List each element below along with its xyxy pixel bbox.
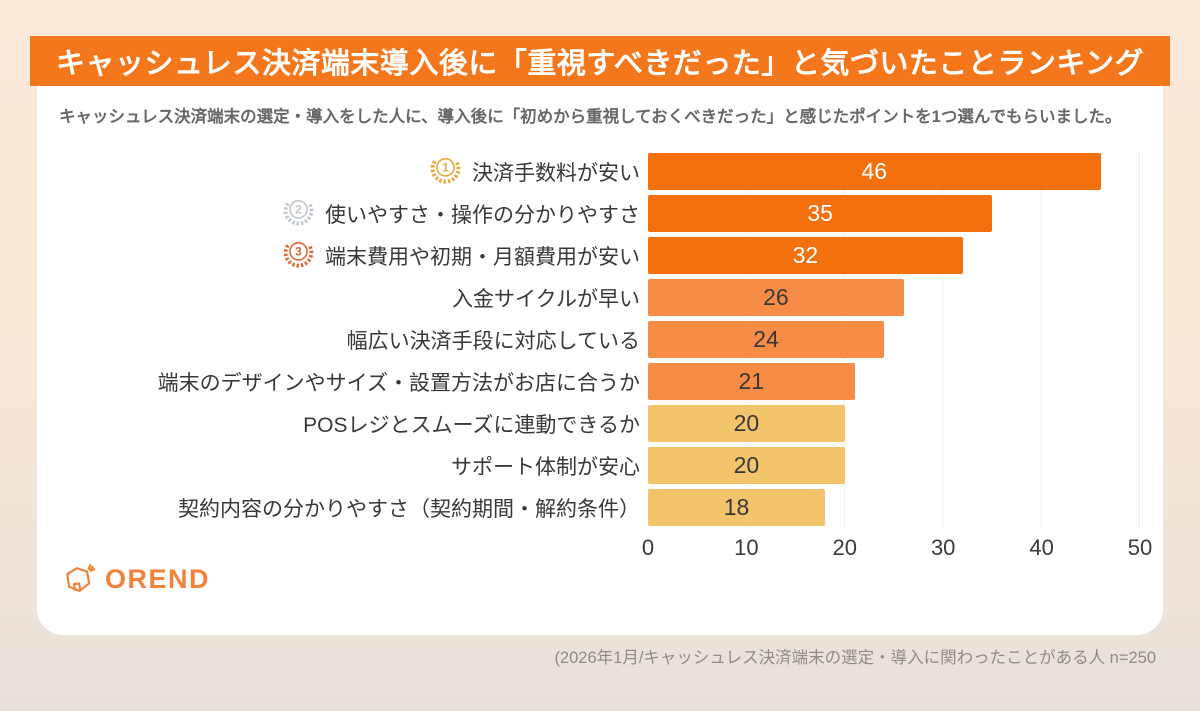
bar: 35 bbox=[648, 195, 993, 233]
value-label: 20 bbox=[733, 452, 760, 479]
category-label: 使いやすさ・操作の分かりやすさ bbox=[325, 203, 640, 227]
bar-row: 端末のデザインやサイズ・設置方法がお店に合うか 21 bbox=[59, 361, 1141, 403]
value-label: 24 bbox=[753, 326, 779, 353]
orend-house-icon bbox=[66, 563, 96, 592]
x-axis: 0 10 20 30 40 50 bbox=[642, 529, 1152, 563]
category-label-cell: 幅広い決済手段に対応している bbox=[59, 325, 640, 355]
chart-card: キャッシュレス決済端末の選定・導入をした人に、導入後に「初めから重視しておくべき… bbox=[37, 86, 1163, 635]
bar-row: 幅広い決済手段に対応している 24 bbox=[59, 319, 1141, 361]
page-title: キャッシュレス決済端末導入後に「重視すべきだった」と気づいたことランキング bbox=[55, 48, 1145, 80]
bar: 24 bbox=[648, 321, 885, 359]
bar-row: サポート体制が安心 20 bbox=[59, 445, 1141, 487]
bar: 20 bbox=[648, 447, 845, 485]
bar-track: 26 bbox=[648, 279, 1140, 317]
rank-2-medal-icon: 2 bbox=[283, 200, 314, 226]
title-banner: キャッシュレス決済端末導入後に「重視すべきだった」と気づいたことランキング bbox=[30, 36, 1170, 86]
x-tick-label: 40 bbox=[1029, 534, 1054, 560]
bar-row: 入金サイクルが早い 26 bbox=[59, 277, 1141, 319]
bar-chart: 1 決済手数料が安い 46 2 使いやすさ・操作の分かりやすさ 35 3 端末費用や初期・月額… bbox=[59, 150, 1152, 563]
bar: 18 bbox=[648, 489, 826, 527]
bar-track: 20 bbox=[648, 447, 1140, 485]
source-note: (2026年1月/キャッシュレス決済端末の選定・導入に関わったことがある人 n=… bbox=[554, 649, 1156, 667]
x-tick-label: 30 bbox=[930, 534, 956, 560]
bar-track: 35 bbox=[648, 195, 1140, 233]
bar: 26 bbox=[648, 279, 904, 317]
x-tick-label: 50 bbox=[1127, 534, 1153, 560]
bar: 20 bbox=[648, 405, 845, 443]
category-label: POSレジとスムーズに連動できるか bbox=[303, 413, 640, 437]
bar-track: 32 bbox=[648, 237, 1140, 275]
category-label-cell: 入金サイクルが早い bbox=[59, 283, 640, 313]
x-tick-label: 10 bbox=[734, 534, 759, 560]
category-label: サポート体制が安心 bbox=[451, 455, 640, 479]
bar-row: 3 端末費用や初期・月額費用が安い 32 bbox=[59, 235, 1141, 277]
bar: 32 bbox=[648, 237, 963, 275]
category-label: 決済手数料が安い bbox=[472, 161, 640, 185]
value-label: 21 bbox=[738, 368, 765, 395]
bar-track: 24 bbox=[648, 321, 1140, 359]
bar-track: 18 bbox=[648, 489, 1140, 527]
bar-track: 21 bbox=[648, 363, 1140, 401]
value-label: 26 bbox=[763, 284, 789, 311]
category-label: 契約内容の分かりやすさ（契約期間・解約条件） bbox=[178, 497, 640, 521]
category-label-cell: サポート体制が安心 bbox=[59, 451, 640, 481]
bar: 46 bbox=[648, 153, 1101, 191]
category-label-cell: 1 決済手数料が安い bbox=[59, 154, 640, 189]
bar-row: 契約内容の分かりやすさ（契約期間・解約条件） 18 bbox=[59, 487, 1141, 529]
bar-row: 1 決済手数料が安い 46 bbox=[59, 151, 1141, 193]
rank-3-medal-icon: 3 bbox=[283, 242, 314, 268]
bar-track: 46 bbox=[648, 153, 1140, 191]
x-tick-label: 20 bbox=[832, 534, 858, 560]
bar-rows: 1 決済手数料が安い 46 2 使いやすさ・操作の分かりやすさ 35 3 端末費用や初期・月額… bbox=[59, 151, 1141, 529]
rank-1-medal-icon: 1 bbox=[430, 158, 461, 184]
category-label-cell: 契約内容の分かりやすさ（契約期間・解約条件） bbox=[59, 493, 640, 523]
orend-logo-text: OREND bbox=[105, 564, 211, 595]
x-tick-label: 0 bbox=[641, 534, 655, 560]
svg-text:2: 2 bbox=[295, 203, 302, 217]
bar: 21 bbox=[648, 363, 855, 401]
brand-logo: OREND bbox=[61, 563, 1141, 597]
category-label-cell: 3 端末費用や初期・月額費用が安い bbox=[59, 238, 640, 273]
bar-row: 2 使いやすさ・操作の分かりやすさ 35 bbox=[59, 193, 1141, 235]
value-label: 46 bbox=[861, 158, 888, 185]
value-label: 18 bbox=[723, 494, 750, 521]
value-label: 35 bbox=[807, 200, 833, 227]
value-label: 32 bbox=[792, 242, 819, 269]
category-label-cell: 端末のデザインやサイズ・設置方法がお店に合うか bbox=[59, 367, 640, 397]
category-label: 端末費用や初期・月額費用が安い bbox=[325, 245, 640, 269]
bar-track: 20 bbox=[648, 405, 1140, 443]
svg-text:3: 3 bbox=[295, 245, 302, 259]
bar-row: POSレジとスムーズに連動できるか 20 bbox=[59, 403, 1141, 445]
category-label: 幅広い決済手段に対応している bbox=[346, 329, 640, 353]
category-label: 入金サイクルが早い bbox=[452, 287, 640, 311]
category-label: 端末のデザインやサイズ・設置方法がお店に合うか bbox=[157, 371, 640, 395]
svg-text:1: 1 bbox=[442, 161, 449, 175]
value-label: 20 bbox=[733, 410, 760, 437]
category-label-cell: POSレジとスムーズに連動できるか bbox=[59, 409, 640, 439]
survey-description: キャッシュレス決済端末の選定・導入をした人に、導入後に「初めから重視しておくべき… bbox=[59, 108, 1122, 126]
category-label-cell: 2 使いやすさ・操作の分かりやすさ bbox=[59, 196, 640, 231]
